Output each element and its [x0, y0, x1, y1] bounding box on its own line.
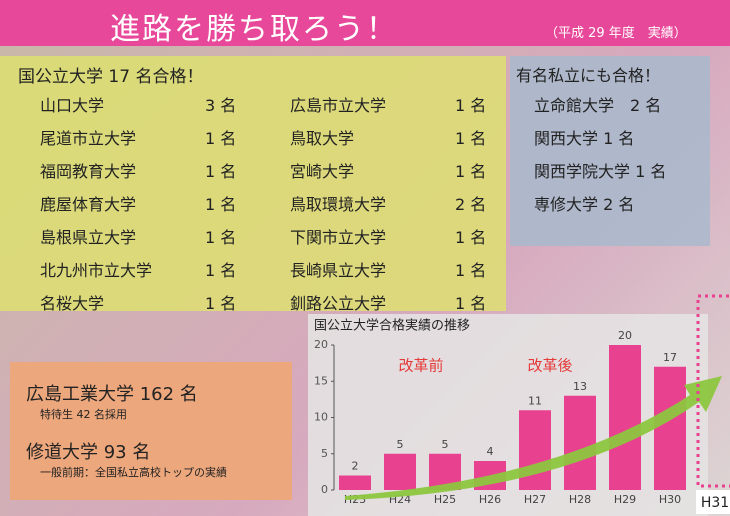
school-name: 釧路公立大学 — [290, 294, 387, 313]
school-name: 島根県立大学 — [40, 228, 137, 247]
y-tick-label: 10 — [314, 411, 328, 424]
y-tick-label: 15 — [314, 374, 328, 387]
bar — [654, 366, 686, 490]
school-name: 山口大学 — [40, 96, 105, 115]
value-label: 4 — [487, 445, 494, 458]
national-heading: 国公立大学 17 名合格！ — [18, 67, 204, 87]
school-name: 下関市立大学 — [290, 228, 387, 247]
chart-panel — [308, 314, 708, 516]
school-count: 2 名 — [455, 195, 487, 214]
private-item: 関西大学 1 名 — [534, 129, 635, 148]
x-tick-label: H28 — [569, 493, 591, 506]
x-tick-label: H27 — [524, 493, 546, 506]
private-item: 関西学院大学 1 名 — [534, 162, 667, 181]
x-tick-label: H26 — [479, 493, 501, 506]
school-count: 1 名 — [455, 261, 487, 280]
school-name: 鳥取大学 — [290, 129, 355, 148]
school-name: 宮崎大学 — [290, 162, 355, 181]
y-tick-label: 0 — [321, 483, 328, 496]
school-name: 長崎県立大学 — [290, 261, 387, 280]
bar — [384, 453, 416, 490]
value-label: 5 — [442, 438, 449, 451]
chart-title: 国公立大学合格実績の推移 — [314, 318, 470, 334]
school-name: 名桜大学 — [40, 294, 105, 313]
bar — [609, 345, 641, 490]
school-name: 北九州市立大学 — [40, 261, 153, 280]
highlight-note: 一般前期：全国私立高校トップの実績 — [40, 466, 227, 479]
school-name: 鹿屋体育大学 — [40, 195, 137, 214]
highlight-note: 特待生 42 名採用 — [40, 408, 127, 421]
private-panel: 有名私立にも合格！ 立命館大学 2 名関西大学 1 名関西学院大学 1 名専修大… — [510, 56, 710, 246]
value-label: 13 — [573, 380, 587, 393]
school-count: 1 名 — [455, 162, 487, 181]
title-bar — [0, 0, 730, 46]
y-tick-label: 5 — [321, 447, 328, 460]
target-box — [696, 294, 730, 488]
school-name: 福岡教育大学 — [40, 162, 137, 181]
school-count: 1 名 — [455, 129, 487, 148]
highlight-main: 広島工業大学 162 名 — [26, 384, 198, 405]
x-tick-label: H29 — [614, 493, 636, 506]
x-tick-label: H30 — [659, 493, 681, 506]
school-count: 1 名 — [205, 195, 237, 214]
school-count: 1 名 — [455, 228, 487, 247]
x-tick-label: H31 — [701, 495, 729, 511]
national-panel: 国公立大学 17 名合格！ 山口大学 3 名尾道市立大学 1 名福岡教育大学 1 名鹿… — [0, 56, 506, 313]
value-label: 20 — [618, 329, 632, 342]
value-label: 17 — [663, 351, 677, 364]
school-name: 広島市立大学 — [290, 96, 387, 115]
school-count: 3 名 — [205, 96, 237, 115]
highlight-main: 修道大学 93 名 — [26, 442, 151, 463]
school-count: 1 名 — [455, 96, 487, 115]
y-tick-label: 20 — [314, 338, 328, 351]
private-heading: 有名私立にも合格！ — [516, 66, 661, 85]
private-item: 専修大学 2 名 — [534, 195, 635, 214]
highlights-panel: 広島工業大学 162 名特待生 42 名採用修道大学 93 名一般前期：全国私立… — [10, 362, 292, 500]
label-box — [696, 490, 730, 514]
school-count: 1 名 — [205, 162, 237, 181]
title: 進路を勝ち取ろう！ — [110, 12, 398, 47]
value-label: 5 — [397, 438, 404, 451]
bar — [564, 395, 596, 490]
school-name: 尾道市立大学 — [40, 129, 137, 148]
school-count: 1 名 — [205, 228, 237, 247]
school-name: 鳥取環境大学 — [290, 195, 387, 214]
annotation: 改革前 — [398, 357, 443, 375]
value-label: 2 — [352, 460, 359, 473]
annotation: 改革後 — [527, 357, 572, 375]
school-count: 1 名 — [205, 294, 237, 313]
value-label: 11 — [528, 394, 542, 407]
bar — [519, 410, 551, 490]
school-count: 1 名 — [455, 294, 487, 313]
subtitle: （平成 29 年度 実績） — [545, 26, 687, 41]
bar — [339, 475, 371, 490]
school-count: 1 名 — [205, 261, 237, 280]
private-item: 立命館大学 2 名 — [534, 96, 662, 115]
x-tick-label: H25 — [434, 493, 456, 506]
school-count: 1 名 — [205, 129, 237, 148]
